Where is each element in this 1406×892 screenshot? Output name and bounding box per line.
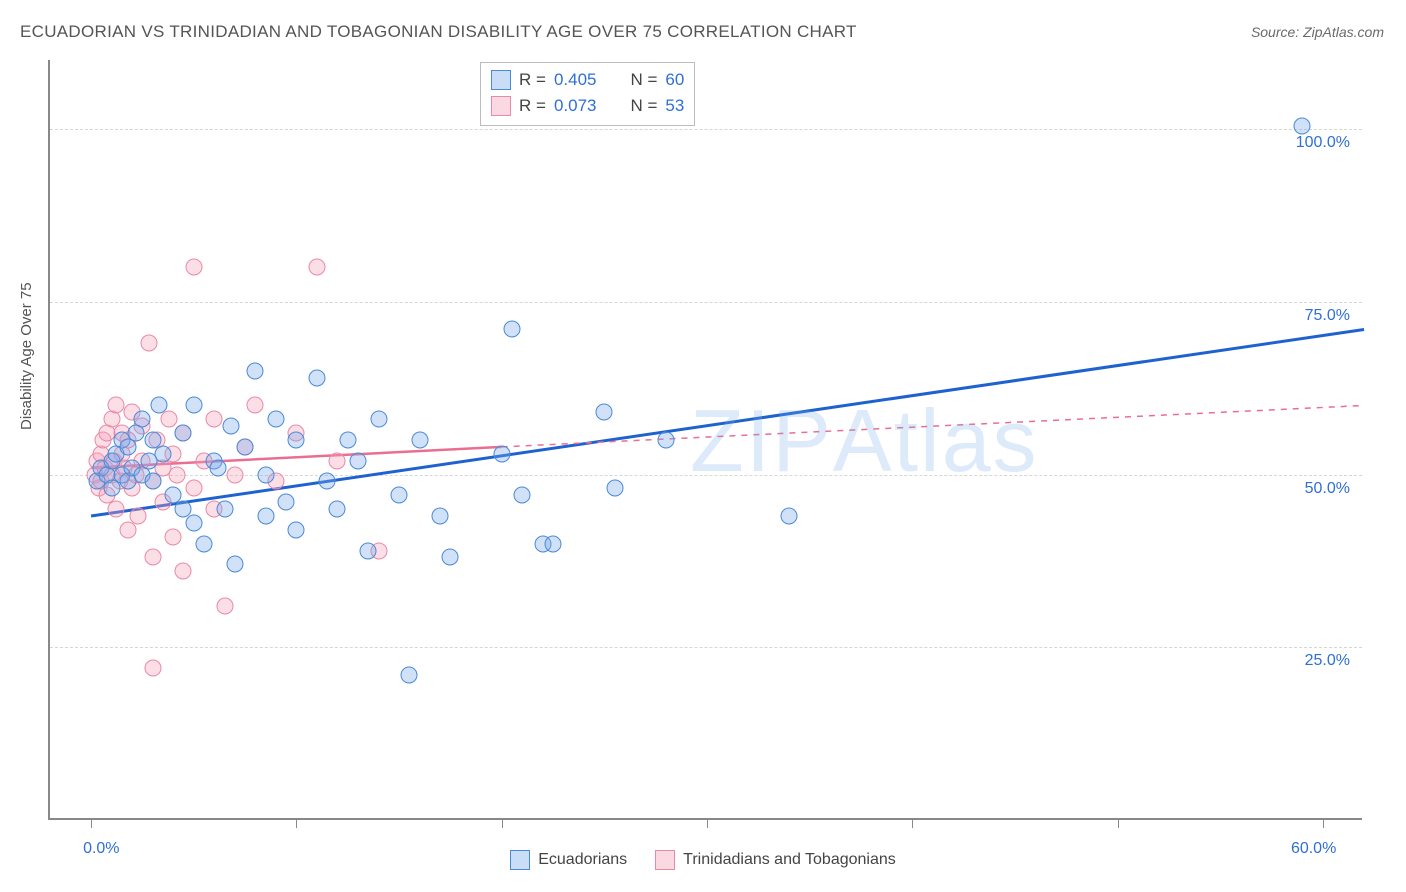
data-point <box>185 259 202 276</box>
data-point <box>339 432 356 449</box>
data-point <box>349 452 366 469</box>
data-point <box>329 501 346 518</box>
n-value: 60 <box>665 67 684 93</box>
n-value: 53 <box>665 93 684 119</box>
legend-swatch-blue <box>491 70 511 90</box>
y-axis-label: Disability Age Over 75 <box>18 282 35 430</box>
data-point <box>606 480 623 497</box>
data-point <box>130 508 147 525</box>
data-point <box>165 528 182 545</box>
data-point <box>161 411 178 428</box>
legend-label: Ecuadorians <box>538 851 627 869</box>
r-value: 0.405 <box>554 67 597 93</box>
data-point <box>514 487 531 504</box>
r-label: R = <box>519 93 546 119</box>
data-point <box>493 445 510 462</box>
n-label: N = <box>630 93 657 119</box>
data-point <box>247 397 264 414</box>
data-point <box>308 259 325 276</box>
legend-item-blue: Ecuadorians <box>510 850 627 870</box>
data-point <box>237 438 254 455</box>
data-point <box>175 563 192 580</box>
legend-stats-box: R = 0.405 N = 60 R = 0.073 N = 53 <box>480 62 695 126</box>
r-label: R = <box>519 67 546 93</box>
data-point <box>308 369 325 386</box>
x-tick-label: 0.0% <box>83 840 119 858</box>
data-point <box>175 425 192 442</box>
data-point <box>120 521 137 538</box>
legend-swatch-blue <box>510 850 530 870</box>
data-point <box>206 411 223 428</box>
r-value: 0.073 <box>554 93 597 119</box>
legend-stats-row: R = 0.405 N = 60 <box>491 67 684 93</box>
data-point <box>781 508 798 525</box>
data-point <box>596 404 613 421</box>
data-point <box>222 418 239 435</box>
legend-series: Ecuadorians Trinidadians and Tobagonians <box>0 850 1406 875</box>
data-point <box>185 397 202 414</box>
watermark: ZIPAtlas <box>690 390 1039 492</box>
data-point <box>442 549 459 566</box>
data-point <box>185 480 202 497</box>
data-point <box>391 487 408 504</box>
data-point <box>144 660 161 677</box>
data-point <box>216 597 233 614</box>
data-point <box>210 459 227 476</box>
data-point <box>432 508 449 525</box>
legend-item-pink: Trinidadians and Tobagonians <box>655 850 896 870</box>
n-label: N = <box>630 67 657 93</box>
data-point <box>411 432 428 449</box>
data-point <box>195 535 212 552</box>
data-point <box>267 411 284 428</box>
data-point <box>103 480 120 497</box>
data-point <box>288 521 305 538</box>
chart-title: ECUADORIAN VS TRINIDADIAN AND TOBAGONIAN… <box>20 22 857 42</box>
data-point <box>278 494 295 511</box>
data-point <box>401 666 418 683</box>
data-point <box>257 508 274 525</box>
legend-stats-row: R = 0.073 N = 53 <box>491 93 684 119</box>
data-point <box>226 466 243 483</box>
data-point <box>329 452 346 469</box>
data-point <box>319 473 336 490</box>
source-label: Source: ZipAtlas.com <box>1251 24 1384 40</box>
data-point <box>150 397 167 414</box>
data-point <box>1294 117 1311 134</box>
data-point <box>144 473 161 490</box>
data-point <box>169 466 186 483</box>
data-point <box>185 514 202 531</box>
legend-swatch-pink <box>655 850 675 870</box>
data-point <box>140 335 157 352</box>
data-point <box>107 501 124 518</box>
legend-label: Trinidadians and Tobagonians <box>683 851 896 869</box>
data-point <box>144 549 161 566</box>
data-point <box>545 535 562 552</box>
data-point <box>257 466 274 483</box>
legend-swatch-pink <box>491 96 511 116</box>
watermark-bold: ZIP <box>690 391 833 490</box>
data-point <box>226 556 243 573</box>
x-tick-label: 60.0% <box>1291 840 1336 858</box>
data-point <box>216 501 233 518</box>
data-point <box>370 411 387 428</box>
data-point <box>503 321 520 338</box>
data-point <box>134 411 151 428</box>
data-point <box>288 432 305 449</box>
watermark-thin: Atlas <box>833 391 1039 490</box>
data-point <box>657 432 674 449</box>
data-point <box>360 542 377 559</box>
data-point <box>154 445 171 462</box>
data-point <box>247 362 264 379</box>
data-point <box>107 397 124 414</box>
